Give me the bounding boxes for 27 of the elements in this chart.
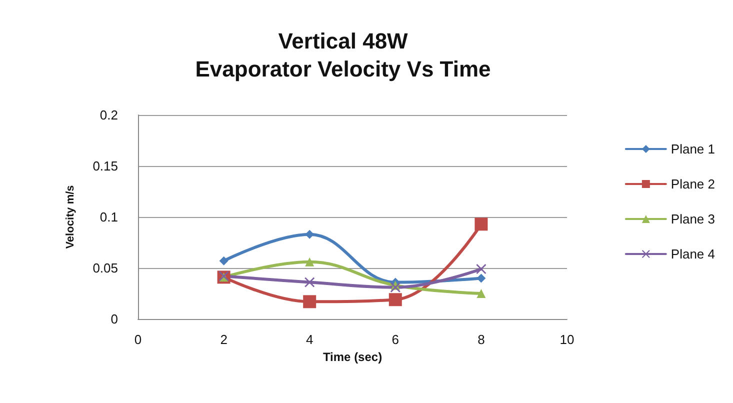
y-axis-title: Velocity m/s bbox=[64, 185, 76, 249]
x-tick-label: 6 bbox=[392, 332, 400, 347]
y-tick-label: 0.15 bbox=[92, 158, 118, 174]
y-tick-label: 0.05 bbox=[92, 260, 118, 276]
y-tick-label: 0.1 bbox=[100, 210, 118, 224]
y-tick-label: 0.2 bbox=[100, 108, 118, 122]
point bbox=[305, 257, 314, 266]
legend-label: Plane 1 bbox=[670, 142, 716, 156]
point bbox=[304, 277, 315, 288]
point bbox=[390, 282, 400, 292]
legend-label: Plane 3 bbox=[670, 212, 716, 226]
y-tick-label: 0 bbox=[110, 312, 118, 326]
point bbox=[219, 256, 228, 266]
point bbox=[388, 293, 402, 306]
x-tick-label: 8 bbox=[478, 332, 485, 347]
x-axis-title: Time (sec) bbox=[322, 350, 382, 364]
legend-label: Plane 4 bbox=[670, 246, 716, 262]
x-tick-label: 0 bbox=[134, 332, 142, 347]
point bbox=[476, 264, 486, 274]
point bbox=[476, 289, 486, 298]
point bbox=[474, 218, 488, 231]
legend-label: Plane 2 bbox=[670, 176, 716, 192]
chart-title: Vertical 48W Evaporator Velocity Vs Time bbox=[195, 28, 491, 82]
x-tick-label: 10 bbox=[560, 332, 574, 347]
x-tick-label: 4 bbox=[306, 332, 314, 347]
point bbox=[303, 295, 316, 308]
x-tick-label: 2 bbox=[220, 332, 228, 347]
